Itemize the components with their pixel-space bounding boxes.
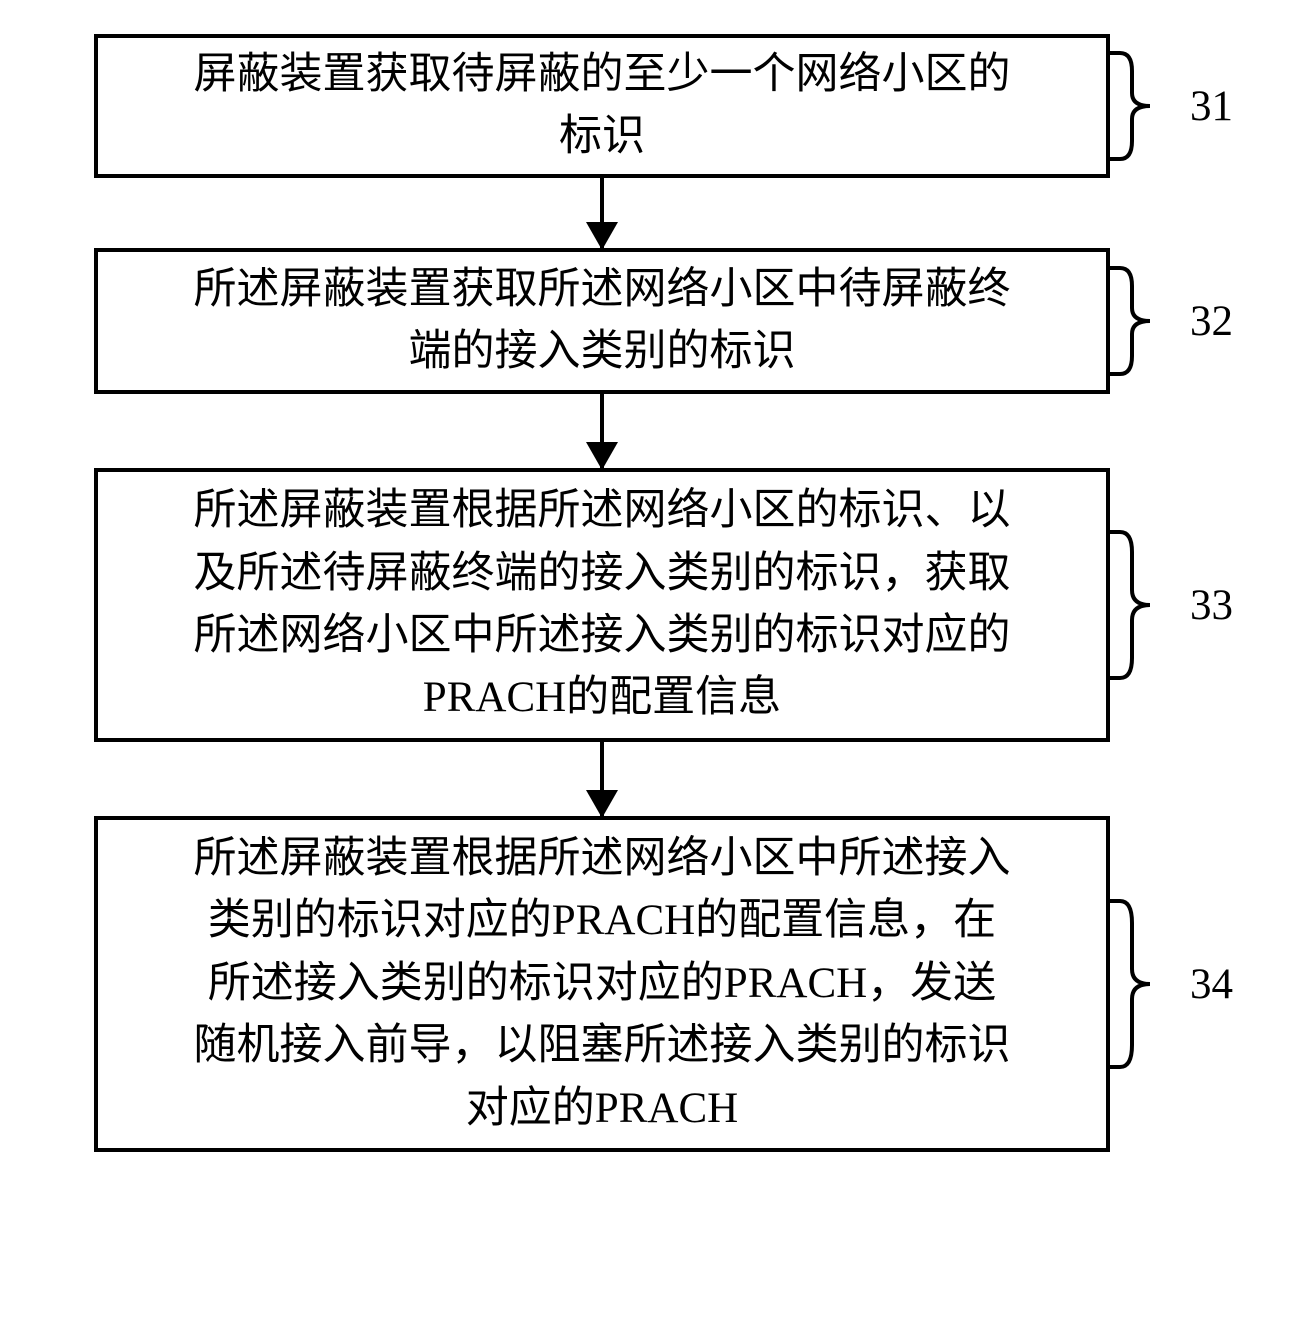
label-33: 33 <box>1190 581 1233 630</box>
arrow-head-1 <box>586 222 618 250</box>
connector-31: 31 <box>1110 34 1233 178</box>
step-text-34: 所述屏蔽装置根据所述网络小区中所述接入 类别的标识对应的PRACH的配置信息，在… <box>194 828 1011 1140</box>
step-text-32: 所述屏蔽装置获取所述网络小区中待屏蔽终 端的接入类别的标识 <box>194 259 1011 384</box>
step-box-32: 所述屏蔽装置获取所述网络小区中待屏蔽终 端的接入类别的标识 <box>94 248 1110 394</box>
arrow-32-33 <box>600 394 604 468</box>
brace-33 <box>1110 530 1162 680</box>
arrow-31-32 <box>600 178 604 248</box>
label-34: 34 <box>1190 960 1233 1009</box>
step-text-31: 屏蔽装置获取待屏蔽的至少一个网络小区的 标识 <box>194 44 1011 169</box>
connector-34: 34 <box>1110 816 1233 1152</box>
arrow-33-34 <box>600 742 604 816</box>
step-text-33: 所述屏蔽装置根据所述网络小区的标识、以 及所述待屏蔽终端的接入类别的标识，获取 … <box>194 480 1011 729</box>
connector-32: 32 <box>1110 248 1233 394</box>
step-row-34: 所述屏蔽装置根据所述网络小区中所述接入 类别的标识对应的PRACH的配置信息，在… <box>94 816 1313 1152</box>
label-31: 31 <box>1190 82 1233 131</box>
step-row-31: 屏蔽装置获取待屏蔽的至少一个网络小区的 标识 31 <box>94 34 1313 178</box>
brace-31 <box>1110 51 1162 161</box>
brace-32 <box>1110 266 1162 376</box>
step-box-34: 所述屏蔽装置根据所述网络小区中所述接入 类别的标识对应的PRACH的配置信息，在… <box>94 816 1110 1152</box>
brace-34 <box>1110 899 1162 1069</box>
arrow-head-2 <box>586 442 618 470</box>
flowchart-container: 屏蔽装置获取待屏蔽的至少一个网络小区的 标识 31 所述屏蔽装置获取所述网络小区… <box>0 0 1313 1152</box>
step-box-33: 所述屏蔽装置根据所述网络小区的标识、以 及所述待屏蔽终端的接入类别的标识，获取 … <box>94 468 1110 742</box>
step-box-31: 屏蔽装置获取待屏蔽的至少一个网络小区的 标识 <box>94 34 1110 178</box>
step-row-32: 所述屏蔽装置获取所述网络小区中待屏蔽终 端的接入类别的标识 32 <box>94 248 1313 394</box>
label-32: 32 <box>1190 297 1233 346</box>
step-row-33: 所述屏蔽装置根据所述网络小区的标识、以 及所述待屏蔽终端的接入类别的标识，获取 … <box>94 468 1313 742</box>
connector-33: 33 <box>1110 468 1233 742</box>
arrow-head-3 <box>586 790 618 818</box>
